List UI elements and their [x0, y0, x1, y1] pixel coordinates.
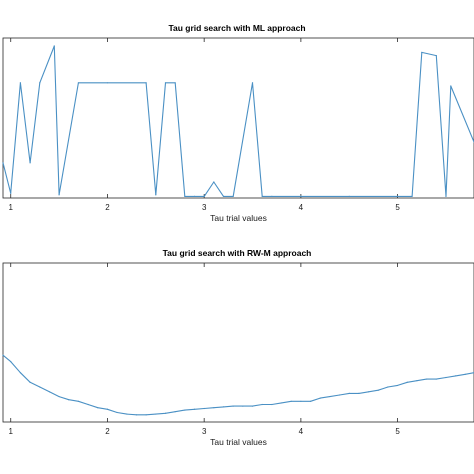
- data-point: [135, 414, 138, 416]
- data-point: [77, 400, 80, 402]
- data-point: [184, 409, 186, 411]
- data-point: [213, 407, 215, 409]
- data-point: [10, 360, 12, 363]
- x-tick-label: 1: [9, 427, 14, 436]
- data-point: [271, 403, 273, 406]
- data-point: [396, 195, 399, 197]
- data-point: [19, 372, 22, 374]
- data-point: [464, 373, 466, 375]
- data-point: [203, 407, 205, 410]
- data-point: [329, 395, 331, 398]
- data-point: [106, 408, 109, 410]
- x-tick-label: 5: [395, 427, 400, 436]
- data-point: [406, 381, 408, 383]
- data-point: [421, 51, 423, 54]
- data-point: [435, 378, 437, 380]
- data-point: [319, 397, 321, 399]
- data-point: [213, 181, 215, 183]
- data-point: [387, 386, 389, 388]
- data-point: [271, 195, 273, 197]
- chart-title: Tau grid search with ML approach: [168, 23, 305, 33]
- data-point: [251, 405, 254, 407]
- data-point: [174, 82, 176, 84]
- data-point: [232, 195, 234, 197]
- data-point: [242, 405, 244, 407]
- x-tick-label: 1: [9, 203, 14, 212]
- data-point: [222, 406, 225, 408]
- data-point: [450, 85, 452, 87]
- data-point: [68, 399, 70, 401]
- data-point: [261, 403, 263, 406]
- data-point: [2, 162, 4, 164]
- x-tick-label: 4: [299, 203, 304, 212]
- x-axis-label: Tau trial values: [210, 437, 267, 447]
- data-point: [203, 195, 205, 197]
- data-point: [53, 45, 55, 47]
- data-point: [155, 194, 157, 196]
- data-point: [309, 400, 312, 402]
- data-point: [426, 378, 428, 380]
- data-point: [29, 381, 31, 383]
- x-tick-label: 2: [105, 427, 110, 436]
- data-point: [338, 394, 341, 396]
- data-point: [164, 412, 167, 414]
- data-point: [445, 376, 447, 379]
- chart-title: Tau grid search with RW-M approach: [163, 248, 312, 258]
- data-point: [48, 391, 51, 393]
- data-point: [116, 411, 118, 414]
- data-point: [164, 82, 167, 84]
- data-point: [39, 386, 41, 388]
- data-point: [348, 392, 350, 394]
- data-point: [58, 194, 60, 196]
- data-point: [193, 408, 196, 410]
- data-point: [87, 403, 89, 406]
- data-point: [300, 195, 302, 197]
- data-point: [411, 195, 413, 197]
- x-tick-label: 3: [202, 203, 207, 212]
- series-line: [2, 45, 474, 197]
- x-tick-label: 2: [105, 203, 110, 212]
- data-point: [77, 82, 80, 84]
- plot-area-border: [2, 262, 474, 423]
- data-point: [29, 162, 31, 164]
- data-point: [261, 195, 263, 197]
- data-point: [126, 413, 128, 415]
- x-axis-label: Tau trial values: [210, 213, 267, 223]
- x-tick-label: 5: [395, 203, 400, 212]
- data-point: [97, 407, 99, 409]
- x-tick-label: 3: [202, 427, 207, 436]
- data-point: [435, 55, 437, 57]
- data-point: [377, 389, 379, 391]
- data-point: [106, 82, 109, 84]
- data-point: [58, 395, 60, 398]
- data-point: [367, 391, 370, 393]
- data-point: [10, 192, 12, 194]
- x-tick-label: 4: [299, 427, 304, 436]
- data-point: [184, 195, 186, 197]
- data-point: [2, 354, 4, 356]
- data-point: [396, 384, 399, 387]
- data-point: [358, 392, 360, 394]
- data-point: [174, 411, 176, 413]
- data-point: [39, 82, 41, 84]
- data-point: [280, 402, 283, 404]
- series-line: [2, 354, 474, 416]
- data-point: [300, 400, 302, 402]
- data-point: [155, 413, 157, 415]
- data-point: [232, 405, 234, 407]
- data-point: [222, 195, 225, 197]
- data-point: [145, 414, 147, 416]
- data-point: [455, 375, 457, 377]
- data-point: [19, 82, 22, 84]
- plot-area-border: [2, 37, 474, 199]
- data-point: [348, 195, 350, 197]
- data-point: [290, 400, 292, 402]
- data-point: [193, 195, 196, 197]
- data-point: [145, 82, 147, 84]
- data-point: [251, 82, 254, 84]
- data-point: [445, 195, 447, 197]
- data-point: [416, 380, 418, 382]
